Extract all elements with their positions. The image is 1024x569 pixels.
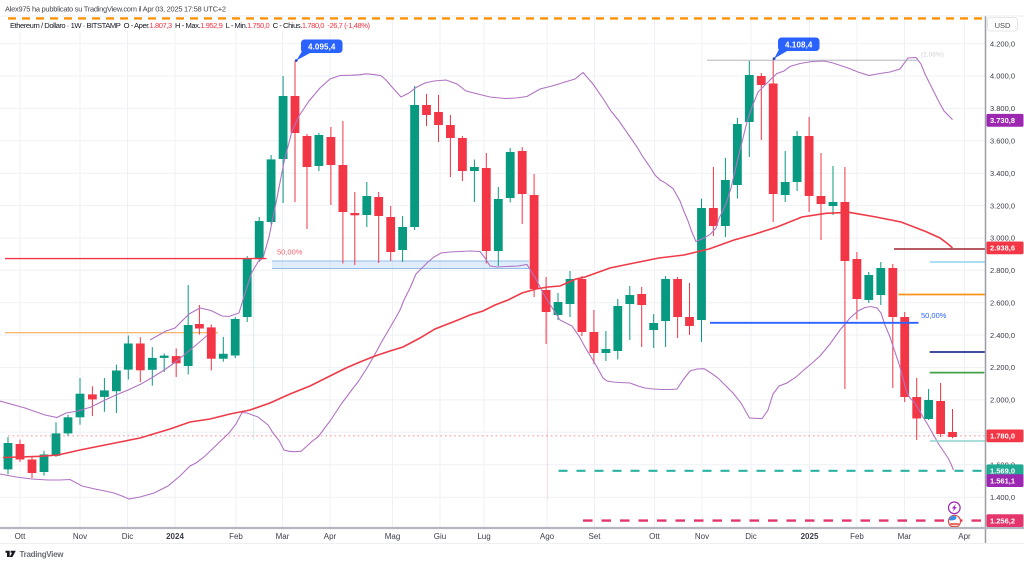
svg-text:Ago: Ago	[540, 532, 555, 541]
svg-text:3.200,0: 3.200,0	[990, 201, 1015, 210]
svg-text:Apr: Apr	[324, 532, 337, 541]
svg-text:Apr: Apr	[958, 532, 971, 541]
svg-text:3.730,8: 3.730,8	[990, 116, 1015, 125]
svg-text:50,00%: 50,00%	[277, 248, 303, 257]
svg-text:1.256,2: 1.256,2	[990, 516, 1015, 525]
svg-text:(2,08%): (2,08%)	[921, 52, 944, 59]
svg-text:2.800,0: 2.800,0	[990, 266, 1015, 275]
svg-text:3.600,0: 3.600,0	[990, 137, 1015, 146]
svg-text:Ott: Ott	[15, 532, 26, 541]
svg-text:2024: 2024	[166, 532, 184, 541]
svg-text:4.000,0: 4.000,0	[990, 72, 1015, 81]
svg-text:Mar: Mar	[898, 532, 912, 541]
svg-text:Dic: Dic	[122, 532, 134, 541]
svg-text:USD: USD	[995, 21, 1011, 30]
svg-text:3.800,0: 3.800,0	[990, 104, 1015, 113]
svg-text:Dic: Dic	[745, 532, 757, 541]
svg-text:1.569,0: 1.569,0	[990, 467, 1015, 476]
svg-text:TradingView: TradingView	[20, 550, 65, 559]
svg-text:Set: Set	[588, 532, 601, 541]
svg-text:Alex975 ha pubblicato su Tradi: Alex975 ha pubblicato su TradingView.com…	[5, 5, 226, 14]
svg-text:1.400,0: 1.400,0	[990, 493, 1015, 502]
svg-text:2.000,0: 2.000,0	[990, 396, 1015, 405]
svg-text:2.938,6: 2.938,6	[990, 244, 1015, 253]
svg-text:4.095,4: 4.095,4	[308, 42, 336, 51]
svg-text:1.561,1: 1.561,1	[990, 476, 1015, 485]
svg-text:1.780,0: 1.780,0	[990, 432, 1015, 441]
svg-text:Ethereum / Dollaro · 1W · BITS: Ethereum / Dollaro · 1W · BITSTAMP O - A…	[10, 21, 371, 30]
svg-text:2.200,0: 2.200,0	[990, 363, 1015, 372]
svg-text:Giu: Giu	[434, 532, 446, 541]
svg-text:4.108,4: 4.108,4	[785, 40, 813, 49]
svg-text:Nov: Nov	[695, 532, 709, 541]
svg-text:2025: 2025	[801, 532, 819, 541]
svg-text:4.200,0: 4.200,0	[990, 39, 1015, 48]
svg-text:Mar: Mar	[276, 532, 290, 541]
svg-text:2.400,0: 2.400,0	[990, 331, 1015, 340]
svg-text:2.600,0: 2.600,0	[990, 298, 1015, 307]
svg-text:50,00%: 50,00%	[921, 311, 947, 320]
svg-text:3.400,0: 3.400,0	[990, 169, 1015, 178]
svg-text:Ott: Ott	[649, 532, 660, 541]
svg-text:Nov: Nov	[73, 532, 87, 541]
svg-text:3.000,0: 3.000,0	[990, 234, 1015, 243]
svg-text:Mag: Mag	[385, 532, 401, 541]
svg-text:Feb: Feb	[850, 532, 864, 541]
svg-text:Lug: Lug	[477, 532, 490, 541]
svg-text:Feb: Feb	[229, 532, 243, 541]
